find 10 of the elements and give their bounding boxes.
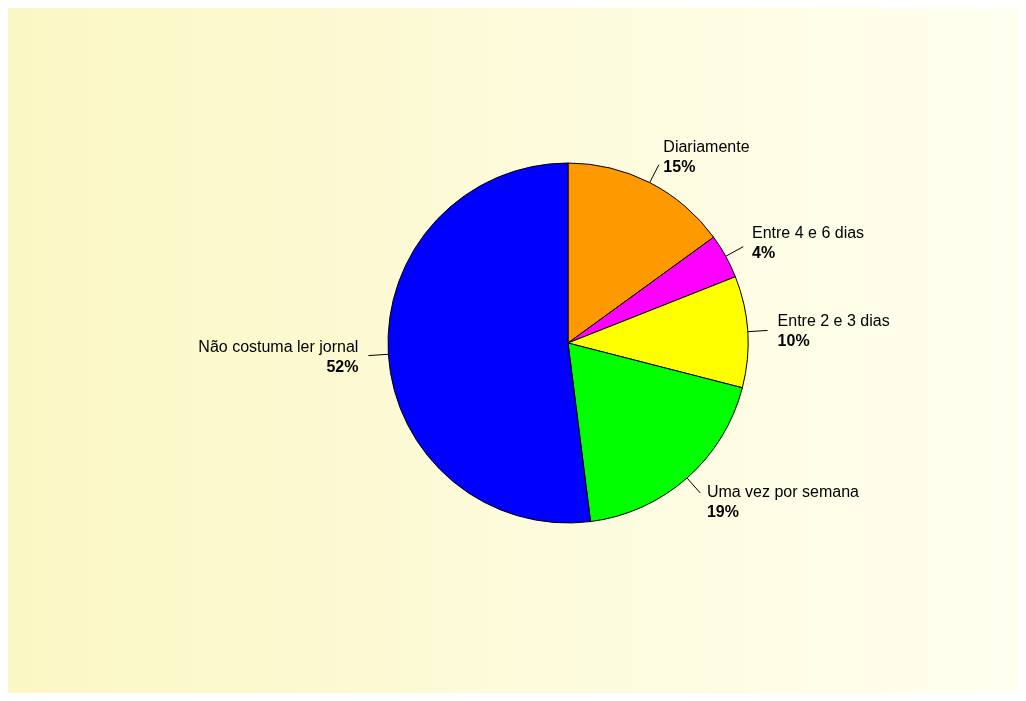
slice-label: Entre 4 e 6 dias bbox=[752, 223, 865, 241]
slice-label: Uma vez por semana bbox=[706, 482, 860, 500]
data-label: 4% bbox=[752, 243, 776, 261]
slice-label: Não costuma ler jornal bbox=[198, 338, 359, 356]
data-label: 10% bbox=[777, 331, 810, 349]
data-label: 19% bbox=[706, 502, 739, 520]
data-label: 15% bbox=[663, 157, 696, 175]
slice-label: Entre 2 e 3 dias bbox=[777, 311, 890, 329]
data-label: 52% bbox=[326, 358, 359, 376]
slice-label: Diariamente bbox=[663, 137, 750, 155]
